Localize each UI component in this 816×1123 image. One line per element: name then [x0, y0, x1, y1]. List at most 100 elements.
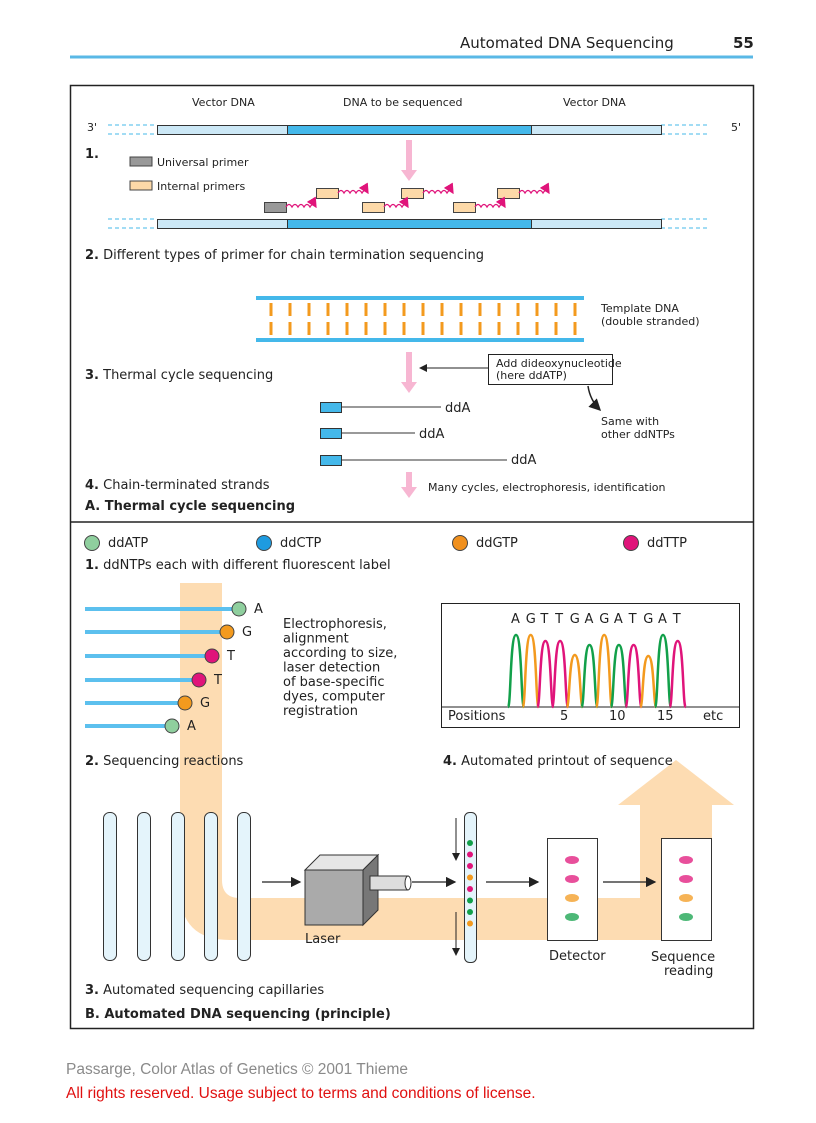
base-pair-tick — [402, 322, 406, 335]
fluorescent-label — [191, 672, 207, 688]
same-with-2: other ddNTPs — [601, 428, 675, 441]
capillary — [103, 812, 117, 961]
primer-box-1 — [320, 402, 342, 413]
fluorescent-label — [231, 601, 247, 617]
ddntp-dot-ddttp — [623, 535, 639, 551]
electrophoresis-text-line: laser detection — [283, 661, 380, 676]
base-pair-tick — [535, 322, 539, 335]
chromatogram-tick-10: 10 — [609, 709, 626, 724]
base-pair-tick — [269, 303, 273, 316]
chromatogram-tick-5: 5 — [560, 709, 568, 724]
laser-cube-front — [304, 869, 364, 926]
primer-box-3 — [320, 455, 342, 466]
detector-box-signal — [565, 875, 579, 883]
base-pair-tick — [345, 303, 349, 316]
ddntp-label-ddctp: ddCTP — [280, 536, 322, 551]
sequence-letter: G — [526, 612, 536, 627]
peak-T — [550, 639, 570, 709]
panel-b: 1. ddNTPs each with different fluorescen… — [84, 535, 740, 1022]
sequence-letter: G — [570, 612, 580, 627]
peak-A — [506, 633, 526, 709]
step-3-caption: 3. Thermal cycle sequencing — [85, 368, 273, 383]
pink-arrow-3-shaft — [406, 472, 412, 488]
label-dna-to-sequence: DNA to be sequenced — [343, 96, 463, 109]
internal-primer — [453, 202, 476, 213]
dna-strand-bottom-insert — [287, 219, 532, 229]
band-dot — [467, 863, 473, 869]
internal-primer-swatch — [129, 180, 153, 191]
same-with-arrow — [587, 385, 602, 412]
peak-A — [580, 643, 599, 709]
base-pair-tick — [383, 303, 387, 316]
fluorescent-label — [204, 648, 220, 664]
strand-end-1: ddA — [445, 401, 471, 416]
internal-primer-extension — [383, 196, 409, 209]
base-pair-tick — [383, 322, 387, 335]
band-dot — [467, 909, 473, 915]
reaction-base-label: T — [226, 649, 235, 664]
electrophoresis-text-line: alignment — [283, 632, 349, 647]
electrophoresis-text-line: registration — [283, 704, 358, 719]
reaction-base-label: A — [187, 719, 196, 734]
panel-b-caption: B. Automated DNA sequencing (principle) — [85, 1007, 391, 1022]
dna-strand-top-insert — [287, 125, 532, 135]
sequence-letter: A — [658, 612, 667, 627]
ddntp-label-ddttp: ddTTP — [647, 536, 687, 551]
add-box-line-1: Add dideoxynucleotide — [496, 357, 622, 370]
electrophoresis-text-line: according to size, — [283, 646, 397, 661]
capillary — [137, 812, 151, 961]
internal-primer — [401, 188, 424, 199]
ddntp-dot-ddctp — [256, 535, 272, 551]
chromatogram-axis-label: Positions — [448, 709, 506, 724]
band-dot — [467, 840, 473, 846]
laser-aperture — [404, 875, 412, 891]
fluorescent-label — [219, 624, 235, 640]
detector-box-signal — [565, 894, 579, 902]
laser-label: Laser — [305, 932, 341, 947]
legend-internal: Internal primers — [157, 180, 245, 193]
template-label-2: (double stranded) — [601, 315, 700, 328]
sequence-reading-box-signal — [679, 894, 693, 902]
footer-copyright: Passarge, Color Atlas of Genetics © 2001… — [66, 1061, 408, 1078]
footer-rights: All rights reserved. Usage subject to te… — [66, 1085, 536, 1102]
primer-box-2 — [320, 428, 342, 439]
base-pair-tick — [459, 303, 463, 316]
internal-primer-extension — [337, 182, 369, 195]
add-box-line-2: (here ddATP) — [496, 369, 567, 382]
sequence-letter: A — [511, 612, 520, 627]
base-pair-tick — [421, 303, 425, 316]
base-pair-tick — [573, 322, 577, 335]
panel-a: Vector DNA DNA to be sequenced Vector DN… — [85, 96, 741, 514]
base-pair-tick — [478, 322, 482, 335]
peak-A — [609, 643, 629, 709]
base-pair-tick — [516, 303, 520, 316]
electrophoresis-text-line: of base-specific — [283, 675, 384, 690]
step-2-caption: 2. Different types of primer for chain t… — [85, 248, 484, 263]
ddntp-label-ddatp: ddATP — [108, 536, 148, 551]
base-pair-tick — [326, 322, 330, 335]
peak-T — [536, 639, 555, 709]
page-number: 55 — [733, 34, 754, 52]
internal-primer — [316, 188, 339, 199]
band-dot — [467, 886, 473, 892]
base-pair-tick — [269, 322, 273, 335]
laser-barrel — [369, 875, 409, 891]
peak-G — [639, 654, 658, 709]
chromatogram-tick-15: 15 — [657, 709, 674, 724]
sequence-letter: G — [643, 612, 653, 627]
base-pair-tick — [478, 303, 482, 316]
internal-primer — [362, 202, 385, 213]
base-pair-tick — [459, 322, 463, 335]
add-ddntp-box — [488, 354, 613, 385]
reaction-base-label: T — [213, 673, 222, 688]
base-pair-tick — [440, 303, 444, 316]
base-pair-tick — [497, 303, 501, 316]
base-pair-tick — [554, 322, 558, 335]
chromatogram-etc: etc — [703, 709, 723, 724]
b-step-4-caption: 4. Automated printout of sequence — [443, 754, 673, 769]
band-dot — [467, 874, 473, 881]
sequence-reading-box-signal — [679, 856, 693, 864]
b-step-2-caption: 2. Sequencing reactions — [85, 754, 244, 769]
peak-G — [594, 633, 614, 709]
